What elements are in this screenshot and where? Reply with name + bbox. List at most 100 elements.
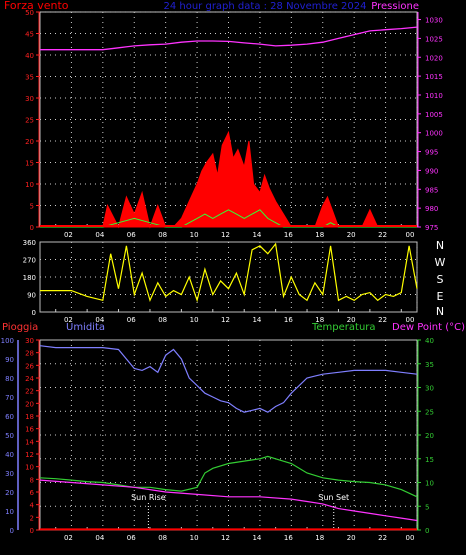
x-tick-label: 02 (64, 316, 73, 324)
humidity-series (39, 345, 418, 413)
pressure-axis-tick: 985 (425, 186, 438, 194)
x-tick-label: 00 (406, 231, 415, 239)
wind-axis-tick: 45 (25, 31, 34, 39)
header-pressure-label: Pressione (371, 1, 419, 12)
rain-axis-tick: 16 (25, 426, 34, 434)
temperature-axis-tick: 30 (425, 385, 434, 393)
pressure-axis-tick: 995 (425, 149, 438, 157)
temperature-axis-tick: 0 (425, 527, 429, 535)
compass-s: S (437, 273, 444, 286)
pressure-axis-tick: 980 (425, 205, 438, 213)
x-tick-label: 20 (347, 316, 356, 324)
rain-axis-tick: 0 (30, 527, 34, 535)
wind-axis-tick: 10 (25, 181, 34, 189)
rain-label: Pioggia (2, 322, 38, 333)
pressure-axis-tick: 975 (425, 224, 438, 232)
x-tick-label: 04 (95, 316, 104, 324)
humidity-axis-tick: 70 (5, 394, 14, 402)
x-tick-label: 18 (315, 231, 324, 239)
humidity-label: Umidita (66, 322, 105, 333)
x-tick-label: 22 (378, 231, 387, 239)
x-tick-label: 12 (221, 316, 230, 324)
x-tick-label: 06 (127, 534, 136, 542)
x-tick-label: 08 (158, 316, 167, 324)
x-tick-label: 16 (284, 534, 293, 542)
series-layer: Sun Rise Sun Set (39, 26, 418, 531)
direction-axis-tick: 180 (23, 274, 36, 282)
direction-axis-tick: 90 (27, 292, 36, 300)
x-tick-label: 04 (95, 231, 104, 239)
pressure-series (40, 26, 418, 51)
x-tick-label: 02 (64, 231, 73, 239)
x-tick-label: 16 (284, 231, 293, 239)
x-tick-label: 18 (315, 534, 324, 542)
grid-layer (40, 11, 418, 530)
dewpoint-label: Dew Point (°C) (392, 322, 465, 333)
temperature-axis-tick: 20 (425, 432, 434, 440)
direction-axis-tick: 360 (23, 239, 36, 247)
wind-axis-tick: 20 (25, 138, 34, 146)
rain-axis-tick: 20 (25, 400, 34, 408)
rain-axis-tick: 26 (25, 362, 34, 370)
x-tick-label: 08 (158, 534, 167, 542)
temperature-axis-tick: 40 (425, 337, 434, 345)
x-tick-label: 10 (190, 316, 199, 324)
header-title: 24 hour graph data : 28 Novembre 2024 (163, 1, 366, 12)
rain-axis-tick: 12 (25, 451, 34, 459)
wind-axis-tick: 5 (30, 203, 34, 211)
wind-axis-tick: 25 (25, 117, 34, 125)
humidity-axis-tick: 50 (5, 432, 14, 440)
direction-axis-tick: 0 (32, 309, 36, 317)
humidity-axis-tick: 90 (5, 356, 14, 364)
sun-set-label: Sun Set (318, 493, 349, 502)
wind-speed-series (40, 130, 417, 229)
humidity-axis-tick: 40 (5, 451, 14, 459)
sun-rise-label: Sun Rise (131, 493, 166, 502)
x-tick-label: 14 (252, 534, 261, 542)
humidity-axis-tick: 100 (1, 337, 14, 345)
pressure-axis-tick: 1030 (425, 17, 443, 25)
pressure-axis-tick: 1005 (425, 111, 443, 119)
dewpoint-series (39, 479, 418, 522)
temperature-axis-tick: 15 (425, 456, 434, 464)
compass-n-bottom: N (436, 305, 444, 318)
pressure-axis-tick: 1015 (425, 73, 443, 81)
x-tick-label: 14 (252, 231, 261, 239)
x-tick-label: 16 (284, 316, 293, 324)
x-tick-label: 12 (221, 534, 230, 542)
rain-axis-tick: 24 (25, 375, 34, 383)
temperature-axis-tick: 35 (425, 361, 434, 369)
rain-axis-tick: 6 (30, 489, 35, 497)
wind-axis-tick: 35 (25, 74, 34, 82)
wind-direction-series (40, 242, 418, 303)
rain-axis-tick: 14 (25, 438, 34, 446)
compass-e: E (437, 290, 444, 303)
humidity-axis-tick: 0 (10, 527, 14, 535)
rain-axis-tick: 30 (25, 337, 34, 345)
wind-axis-tick: 15 (25, 160, 34, 168)
x-tick-label: 02 (64, 534, 73, 542)
rain-axis-tick: 18 (25, 413, 34, 421)
x-tick-label: 00 (406, 316, 415, 324)
humidity-axis-tick: 60 (5, 413, 14, 421)
compass-w: W (435, 256, 446, 269)
x-tick-label: 22 (378, 316, 387, 324)
x-tick-label: 04 (95, 534, 104, 542)
pressure-axis-tick: 1020 (425, 54, 443, 62)
wind-axis-tick: 40 (25, 52, 34, 60)
rain-axis-tick: 8 (30, 476, 34, 484)
x-tick-label: 08 (158, 231, 167, 239)
compass-n-top: N (436, 239, 444, 252)
humidity-axis-tick: 80 (5, 375, 14, 383)
pressure-axis-tick: 1025 (425, 35, 443, 43)
humidity-axis-tick: 20 (5, 489, 14, 497)
x-tick-label: 12 (221, 231, 230, 239)
temperature-axis-tick: 5 (425, 503, 429, 511)
rain-axis-tick: 2 (30, 514, 34, 522)
rain-axis-tick: 22 (25, 388, 34, 396)
rain-axis-tick: 4 (30, 502, 35, 510)
x-tick-label: 00 (406, 534, 415, 542)
temperature-axis-tick: 25 (425, 408, 434, 416)
temperature-axis-tick: 10 (425, 480, 434, 488)
